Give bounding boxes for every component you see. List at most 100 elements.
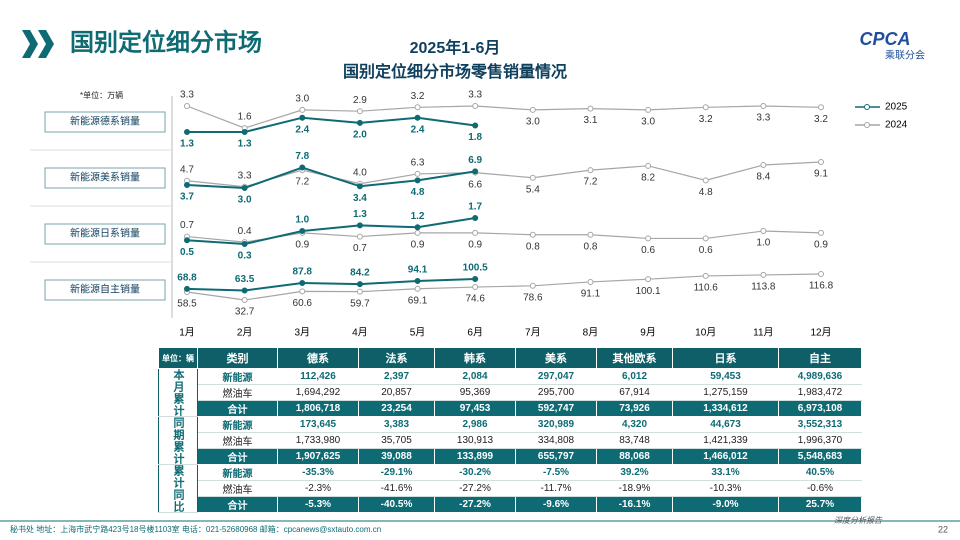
row-label-box (44, 111, 166, 133)
table-row: 累计同比 新能源 -35.3% -29.1% -30.2% -7.5% 39.2% 33.1%… (158, 464, 862, 513)
table-cell: 39.2% (596, 464, 673, 481)
x-tick-label: 8月 (583, 327, 599, 339)
table-cell: -27.2% (434, 496, 516, 513)
data-point (414, 285, 421, 292)
table-cell: -0.6% (778, 480, 862, 497)
table-cell: 5,548,683 (778, 448, 862, 465)
table-cell: 燃油车 (197, 432, 278, 449)
table-cell: 20,857 (358, 384, 435, 401)
data-label: 9.1 (814, 169, 828, 180)
x-tick-label: 11月 (753, 327, 773, 339)
table-cell: -16.1% (596, 496, 673, 513)
data-label: 74.6 (465, 294, 485, 305)
table-cell: 33.1% (672, 464, 779, 481)
data-point (356, 108, 363, 115)
data-label: 3.3 (468, 90, 482, 101)
table-cell: 1,733,980 (277, 432, 359, 449)
data-label: 91.1 (581, 289, 601, 300)
data-point (414, 224, 421, 231)
data-label: 1.3 (180, 139, 194, 150)
data-label: 1.8 (468, 132, 482, 143)
data-label: 4.8 (699, 187, 713, 198)
data-label: 6.9 (468, 155, 482, 166)
data-label: 3.0 (526, 117, 540, 128)
data-label: 1.0 (295, 215, 309, 226)
data-point (414, 114, 421, 121)
table-cell: 新能源 (197, 368, 278, 385)
table-cell: -5.3% (277, 496, 359, 513)
data-label: 3.0 (238, 195, 252, 206)
table-cell: 25.7% (778, 496, 862, 513)
data-point (529, 282, 536, 289)
table-row: 燃油车 1,733,980 35,705 130,913 334,808 83,748 1,… (159, 432, 862, 449)
arrow-icon (22, 30, 38, 58)
data-label: 87.8 (293, 267, 313, 278)
data-label: 3.3 (238, 170, 252, 181)
table-header-row: 单位：辆 类别 德系 法系 韩系 美系 其他欧系 日系 自主 (158, 347, 862, 369)
data-point (818, 271, 824, 277)
chart-subtitle: 国别定位细分市场零售销量情况 (343, 62, 567, 81)
data-point (818, 229, 824, 236)
header-cell: 德系 (277, 347, 359, 369)
series-line (186, 273, 822, 301)
data-label: 0.7 (180, 220, 194, 231)
data-label: 0.9 (814, 239, 828, 250)
data-point (184, 285, 190, 292)
table-cell: 新能源 (197, 464, 278, 481)
data-point (299, 288, 306, 295)
table-cell: 合计 (197, 400, 278, 417)
data-point (356, 119, 363, 126)
data-point (299, 164, 306, 171)
data-point (760, 271, 767, 278)
data-label: 0.7 (353, 243, 367, 254)
table-cell: -35.3% (277, 464, 359, 481)
data-point (702, 272, 709, 279)
data-label: 63.5 (235, 274, 255, 285)
data-point (299, 106, 306, 113)
table-cell: 新能源 (197, 416, 278, 433)
data-label: 113.8 (751, 282, 776, 293)
row-label: 新能源德系销量 (70, 115, 140, 128)
footer-address: 秘书处 地址：上海市武宁路423号18号楼1103室 电话：021-526809… (10, 524, 381, 534)
data-label: 1.0 (756, 238, 770, 249)
table-cell: 173,645 (277, 416, 359, 433)
table-cell: -9.6% (515, 496, 597, 513)
series-line (186, 278, 476, 292)
data-label: 1.7 (468, 202, 482, 213)
data-label: 7.2 (584, 177, 598, 188)
table-cell: 23,254 (358, 400, 435, 417)
table-cell: 130,913 (434, 432, 516, 449)
data-label: 3.2 (411, 91, 425, 102)
data-label: 0.6 (641, 245, 655, 256)
data-point (184, 103, 190, 109)
data-point (356, 183, 363, 190)
row-label-box (44, 279, 166, 301)
x-tick-label: 3月 (294, 327, 310, 339)
data-label: 84.2 (350, 268, 370, 279)
table-cell: 592,747 (515, 400, 597, 417)
table-cell: 1,983,472 (778, 384, 862, 401)
row-label: 新能源自主销量 (70, 283, 140, 296)
table-cell: 燃油车 (197, 480, 278, 497)
table-cell: -29.1% (358, 464, 435, 481)
data-label: 0.6 (699, 245, 713, 256)
data-point (414, 170, 421, 177)
table-cell: -18.9% (596, 480, 673, 497)
table-cell: 88,068 (596, 448, 673, 465)
data-label: 1.2 (411, 211, 425, 222)
table-cell: 35,705 (358, 432, 435, 449)
data-label: 3.7 (180, 192, 194, 203)
data-point (414, 177, 421, 184)
data-label: 3.0 (295, 94, 309, 105)
data-point (818, 159, 824, 165)
data-point (645, 162, 652, 169)
data-point (760, 103, 767, 109)
table-row: 同期累计 新能源 173,645 3,383 2,986 320,989 4,320 44,6… (158, 416, 862, 465)
legend-label: 2024 (885, 120, 908, 131)
data-label: 6.6 (468, 179, 482, 190)
data-point (184, 129, 190, 135)
table-cell: -7.5% (515, 464, 597, 481)
data-point (702, 104, 709, 111)
data-point (702, 235, 709, 242)
